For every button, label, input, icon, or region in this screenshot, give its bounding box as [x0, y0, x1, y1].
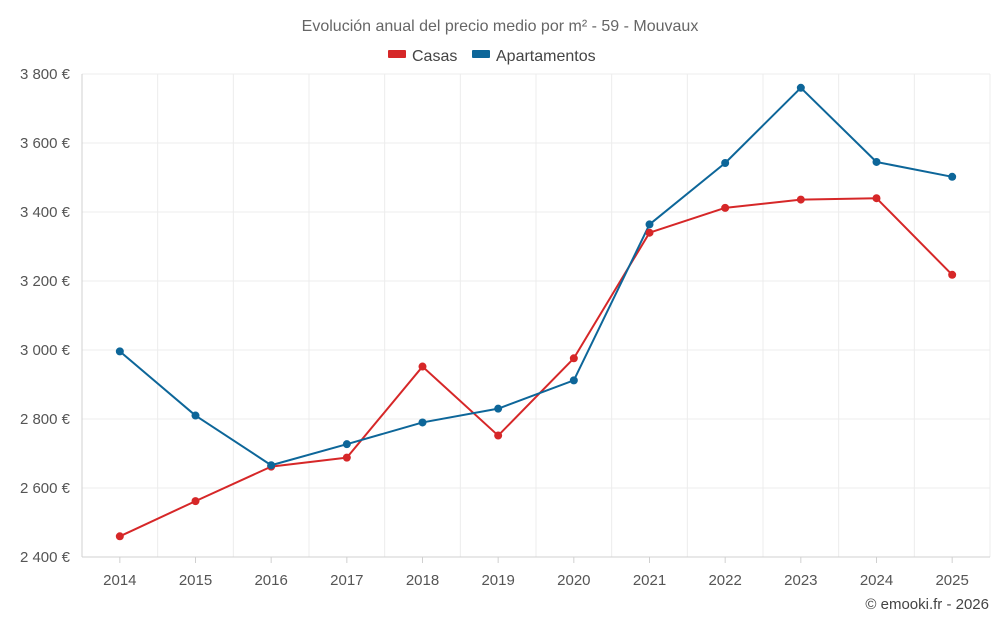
x-tick-label: 2023 — [784, 572, 817, 589]
data-point[interactable] — [948, 270, 957, 279]
x-tick-label: 2015 — [179, 572, 212, 589]
y-tick-label: 2 600 € — [20, 480, 71, 497]
legend-swatch — [388, 50, 406, 58]
legend-label[interactable]: Apartamentos — [496, 48, 596, 65]
data-point[interactable] — [872, 194, 881, 203]
credit-text: © emooki.fr - 2026 — [865, 596, 989, 613]
data-point[interactable] — [494, 404, 503, 413]
x-tick-label: 2014 — [103, 572, 136, 589]
data-point[interactable] — [115, 347, 124, 356]
y-tick-label: 3 000 € — [20, 342, 71, 359]
data-point[interactable] — [418, 418, 427, 427]
x-tick-label: 2016 — [254, 572, 287, 589]
y-tick-label: 3 800 € — [20, 66, 71, 83]
data-point[interactable] — [872, 157, 881, 166]
chart-title: Evolución anual del precio medio por m² … — [302, 18, 699, 35]
series — [115, 83, 957, 541]
y-tick-label: 3 200 € — [20, 273, 71, 290]
series-line — [119, 197, 953, 538]
legend-label[interactable]: Casas — [412, 48, 457, 65]
data-point[interactable] — [796, 83, 805, 92]
grid — [81, 73, 991, 558]
data-point[interactable] — [721, 159, 730, 168]
data-point[interactable] — [191, 497, 200, 506]
y-tick-label: 3 600 € — [20, 135, 71, 152]
data-point[interactable] — [267, 461, 276, 470]
legend-swatch — [472, 50, 490, 58]
data-point[interactable] — [342, 453, 351, 462]
y-tick-label: 3 400 € — [20, 204, 71, 221]
data-point[interactable] — [418, 362, 427, 371]
x-tick-label: 2025 — [935, 572, 968, 589]
data-point[interactable] — [645, 228, 654, 237]
x-tick-label: 2017 — [330, 572, 363, 589]
y-tick-label: 2 400 € — [20, 549, 71, 566]
data-point[interactable] — [494, 431, 503, 440]
x-tick-label: 2024 — [860, 572, 893, 589]
data-point[interactable] — [569, 354, 578, 363]
y-tick-label: 2 800 € — [20, 411, 71, 428]
x-tick-label: 2019 — [481, 572, 514, 589]
x-tick-label: 2018 — [406, 572, 439, 589]
data-point[interactable] — [342, 440, 351, 449]
x-tick-label: 2022 — [708, 572, 741, 589]
data-point[interactable] — [721, 203, 730, 212]
data-point[interactable] — [948, 172, 957, 181]
data-point[interactable] — [115, 532, 124, 541]
data-point[interactable] — [645, 220, 654, 229]
data-point[interactable] — [796, 195, 805, 204]
data-point[interactable] — [191, 411, 200, 420]
axes: 2 400 € 2 600 € 2 800 € 3 000 € 3 200 € 3 400… — [20, 66, 990, 589]
x-tick-label: 2020 — [557, 572, 590, 589]
x-tick-label: 2021 — [633, 572, 666, 589]
legend: Casas Apartamentos — [388, 48, 596, 65]
series-line — [119, 86, 953, 467]
data-point[interactable] — [569, 376, 578, 385]
